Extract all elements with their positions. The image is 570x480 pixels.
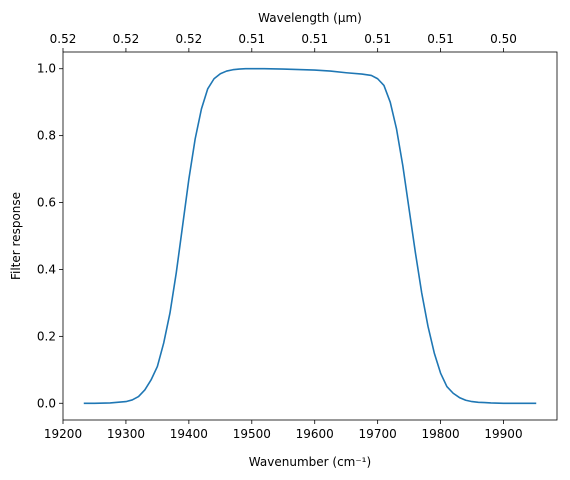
x-tick-label: 19700 [359,427,397,441]
x-tick-label: 19500 [233,427,271,441]
x2-tick-label: 0.51 [364,32,391,46]
y-axis-title: Filter response [9,192,23,280]
x2-tick-label: 0.52 [113,32,140,46]
x-tick-label: 19400 [170,427,208,441]
x2-tick-label: 0.52 [50,32,77,46]
y-tick-label: 0.4 [37,262,56,276]
x2-tick-label: 0.51 [301,32,328,46]
top-axis-title: Wavelength (μm) [258,11,362,25]
x2-tick-label: 0.50 [490,32,517,46]
x-tick-label: 19200 [44,427,82,441]
x2-tick-label: 0.51 [427,32,454,46]
plot-area-frame [62,51,558,421]
x-axis-top: 0.52 0.52 0.52 0.51 0.51 0.51 0.51 0.50 [50,32,517,52]
y-tick-label: 0.2 [37,329,56,343]
y-tick-label: 1.0 [37,62,56,76]
x2-tick-label: 0.51 [238,32,265,46]
x2-tick-label: 0.52 [176,32,203,46]
series-line-0 [83,67,537,405]
y-axis: 0.0 0.2 0.4 0.6 0.8 1.0 [37,62,63,410]
y-tick-label: 0.8 [37,129,56,143]
x-tick-label: 19600 [296,427,334,441]
series-line-layer [83,67,537,405]
x-axis-title: Wavenumber (cm⁻¹) [249,455,371,469]
x-tick-label: 19300 [107,427,145,441]
x-axis-bottom: 19200 19300 19400 19500 19600 19700 19800 19900 [44,420,523,441]
x-tick-label: 19800 [421,427,459,441]
y-tick-label: 0.6 [37,196,56,210]
x-tick-label: 19900 [484,427,522,441]
y-tick-label: 0.0 [37,396,56,410]
